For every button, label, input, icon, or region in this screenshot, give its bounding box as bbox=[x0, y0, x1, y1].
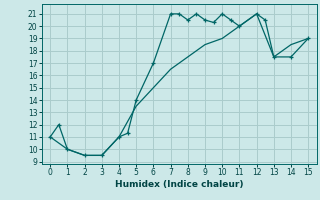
X-axis label: Humidex (Indice chaleur): Humidex (Indice chaleur) bbox=[115, 180, 244, 189]
